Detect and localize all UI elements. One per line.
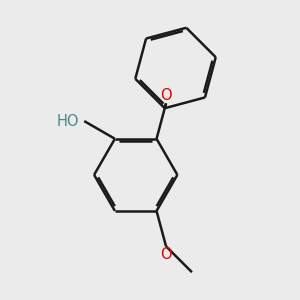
Text: O: O — [160, 88, 172, 103]
Text: O: O — [160, 247, 172, 262]
Text: HO: HO — [56, 114, 79, 129]
